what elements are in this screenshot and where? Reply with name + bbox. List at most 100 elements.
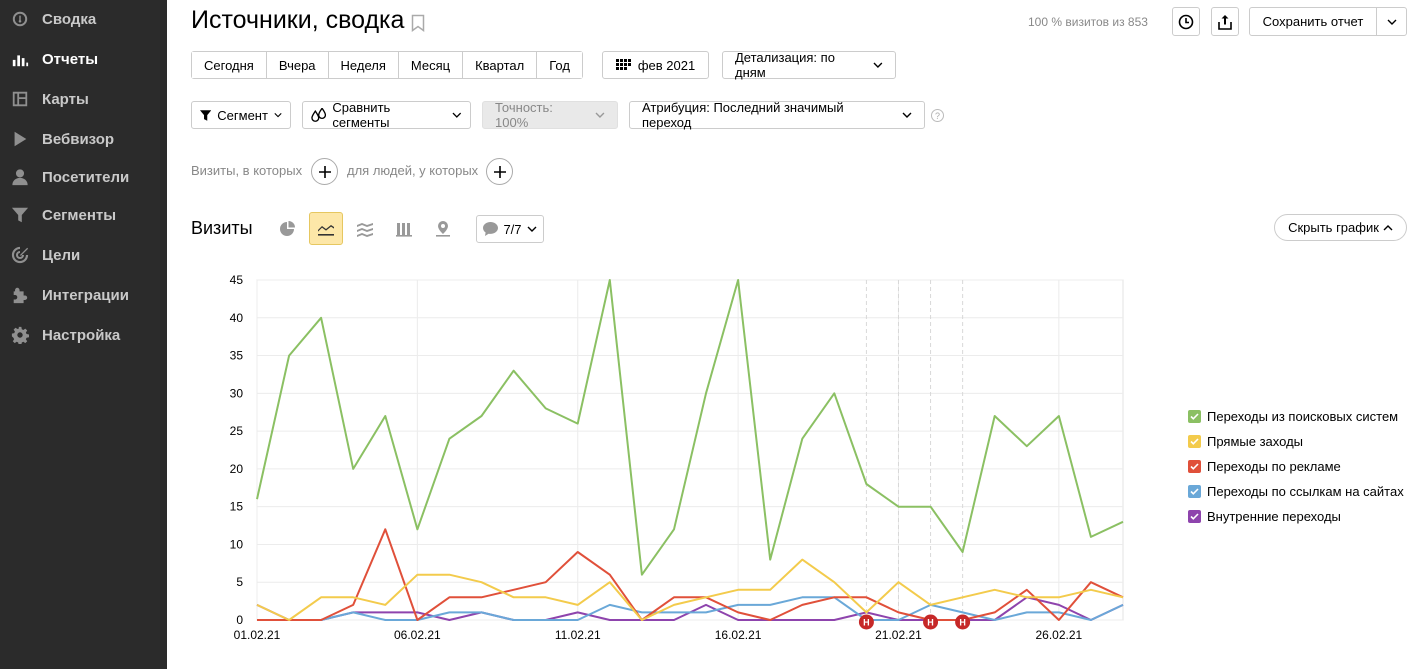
chart-type-bar-button[interactable] [387,212,421,245]
share-icon [1218,14,1232,30]
export-button[interactable] [1211,7,1239,36]
sidebar-item-label: Сегменты [42,206,117,224]
x-tick-label: 06.02.21 [394,628,441,642]
legend-label: Прямые заходы [1207,434,1304,449]
sidebar-item-reports[interactable]: Отчеты [0,41,167,77]
annotation-marker[interactable]: Н [955,614,971,630]
history-button[interactable] [1172,7,1200,36]
legend-label: Переходы из поисковых систем [1207,409,1399,424]
chevron-down-icon [452,112,462,118]
user-icon [10,167,30,187]
legend-item-search[interactable]: Переходы из поисковых систем [1188,404,1404,429]
chevron-down-icon [902,112,912,118]
plus-icon [318,165,331,178]
annotation-marker-dot[interactable] [858,614,874,630]
y-tick-label: 35 [230,349,244,363]
accuracy-dropdown[interactable]: Точность: 100% [482,100,618,130]
sidebar-item-integrations[interactable]: Интеграции [0,277,167,313]
sidebar-item-label: Вебвизор [42,130,115,148]
checkbox-checked-icon[interactable] [1188,510,1201,523]
bookmark-icon[interactable] [411,14,425,32]
period-year-button[interactable]: Год [537,52,582,78]
y-tick-label: 20 [230,462,244,476]
checkbox-checked-icon[interactable] [1188,460,1201,473]
period-selector: Сегодня Вчера Неделя Месяц Квартал Год [191,51,583,79]
series-line [257,528,1124,621]
calendar-grid-icon [615,59,631,70]
attribution-dropdown[interactable]: Атрибуция: Последний значимый переход [629,100,925,130]
x-tick-label: 16.02.21 [715,628,762,642]
chart-type-map-button[interactable] [426,212,460,245]
detail-label: Детализация: по дням [735,50,835,80]
visits-info: 100 % визитов из 853 [1028,15,1148,29]
chart-type-area-button[interactable] [348,212,382,245]
chevron-down-icon [1387,19,1396,25]
drops-icon [311,108,327,122]
target-icon [10,245,30,265]
sidebar-item-label: Сводка [42,10,97,28]
sidebar-item-settings[interactable]: Настройка [0,317,167,353]
people-where-label: для людей, у которых [347,163,479,178]
chart-type-line-button[interactable] [309,212,343,245]
legend-item-ads[interactable]: Переходы по рекламе [1188,454,1404,479]
sidebar-item-webvisor[interactable]: Вебвизор [0,121,167,157]
segment-dropdown[interactable]: Сегмент [191,101,291,129]
legend-item-direct[interactable]: Прямые заходы [1188,429,1404,454]
chart-type-pie-button[interactable] [270,212,304,245]
map-pin-icon [436,220,450,237]
sidebar-item-summary[interactable]: Сводка [0,1,167,37]
checkbox-checked-icon[interactable] [1188,485,1201,498]
sidebar: Сводка Отчеты Карты Вебвизор Посетители … [0,0,167,669]
sidebar-item-goals[interactable]: Цели [0,237,167,273]
annotation-marker[interactable]: Н [858,614,874,630]
date-range-label: фев 2021 [637,57,696,73]
period-quarter-button[interactable]: Квартал [463,52,538,78]
plus-icon [493,165,506,178]
sidebar-item-maps[interactable]: Карты [0,81,167,117]
sidebar-item-label: Настройка [42,326,121,344]
save-report-dropdown[interactable] [1377,8,1406,35]
period-month-button[interactable]: Месяц [398,52,464,78]
chart-section-title: Визиты [191,218,253,238]
period-yesterday-button[interactable]: Вчера [266,52,329,78]
series-line [256,558,1124,621]
help-icon[interactable]: ? [931,109,944,122]
accuracy-label: Точность: 100% [495,100,553,130]
legend-item-internal[interactable]: Внутренние переходы [1188,504,1404,529]
y-tick-label: 25 [230,424,244,438]
sidebar-item-visitors[interactable]: Посетители [0,159,167,195]
column-chart-icon [396,222,412,237]
y-tick-label: 15 [230,500,244,514]
checkbox-checked-icon[interactable] [1188,435,1201,448]
annotation-marker-dot[interactable] [955,614,971,630]
add-visit-condition-button[interactable] [311,158,338,185]
x-tick-label: 01.02.21 [234,628,281,642]
detail-dropdown[interactable]: Детализация: по дням [722,50,896,80]
chevron-down-icon [527,226,537,232]
chevron-down-icon [873,62,883,68]
annotations-dropdown[interactable]: 7/7 [476,215,544,243]
compare-segments-dropdown[interactable]: Сравнить сегменты [302,100,471,130]
annotation-marker[interactable]: Н [923,614,939,630]
sidebar-item-label: Карты [42,90,89,108]
save-report-label[interactable]: Сохранить отчет [1250,8,1377,35]
segment-label: Сегмент [217,107,268,123]
x-tick-label: 11.02.21 [555,628,601,642]
period-today-button[interactable]: Сегодня [192,52,267,78]
period-week-button[interactable]: Неделя [328,52,399,78]
sidebar-item-label: Отчеты [42,50,99,68]
add-people-condition-button[interactable] [486,158,513,185]
legend-item-links[interactable]: Переходы по ссылкам на сайтах [1188,479,1404,504]
sidebar-item-label: Посетители [42,168,130,186]
sidebar-item-segments[interactable]: Сегменты [0,197,167,233]
hide-chart-button[interactable]: Скрыть график [1274,214,1407,241]
puzzle-icon [10,285,30,305]
save-report-button[interactable]: Сохранить отчет [1249,7,1407,36]
date-range-button[interactable]: фев 2021 [602,51,709,79]
bar-chart-icon [10,49,30,69]
annotation-marker-dot[interactable] [923,614,939,630]
checkbox-checked-icon[interactable] [1188,410,1201,423]
y-tick-label: 40 [230,311,244,325]
annotation-marker-label: Н [927,618,934,628]
line-chart-icon [318,224,334,236]
